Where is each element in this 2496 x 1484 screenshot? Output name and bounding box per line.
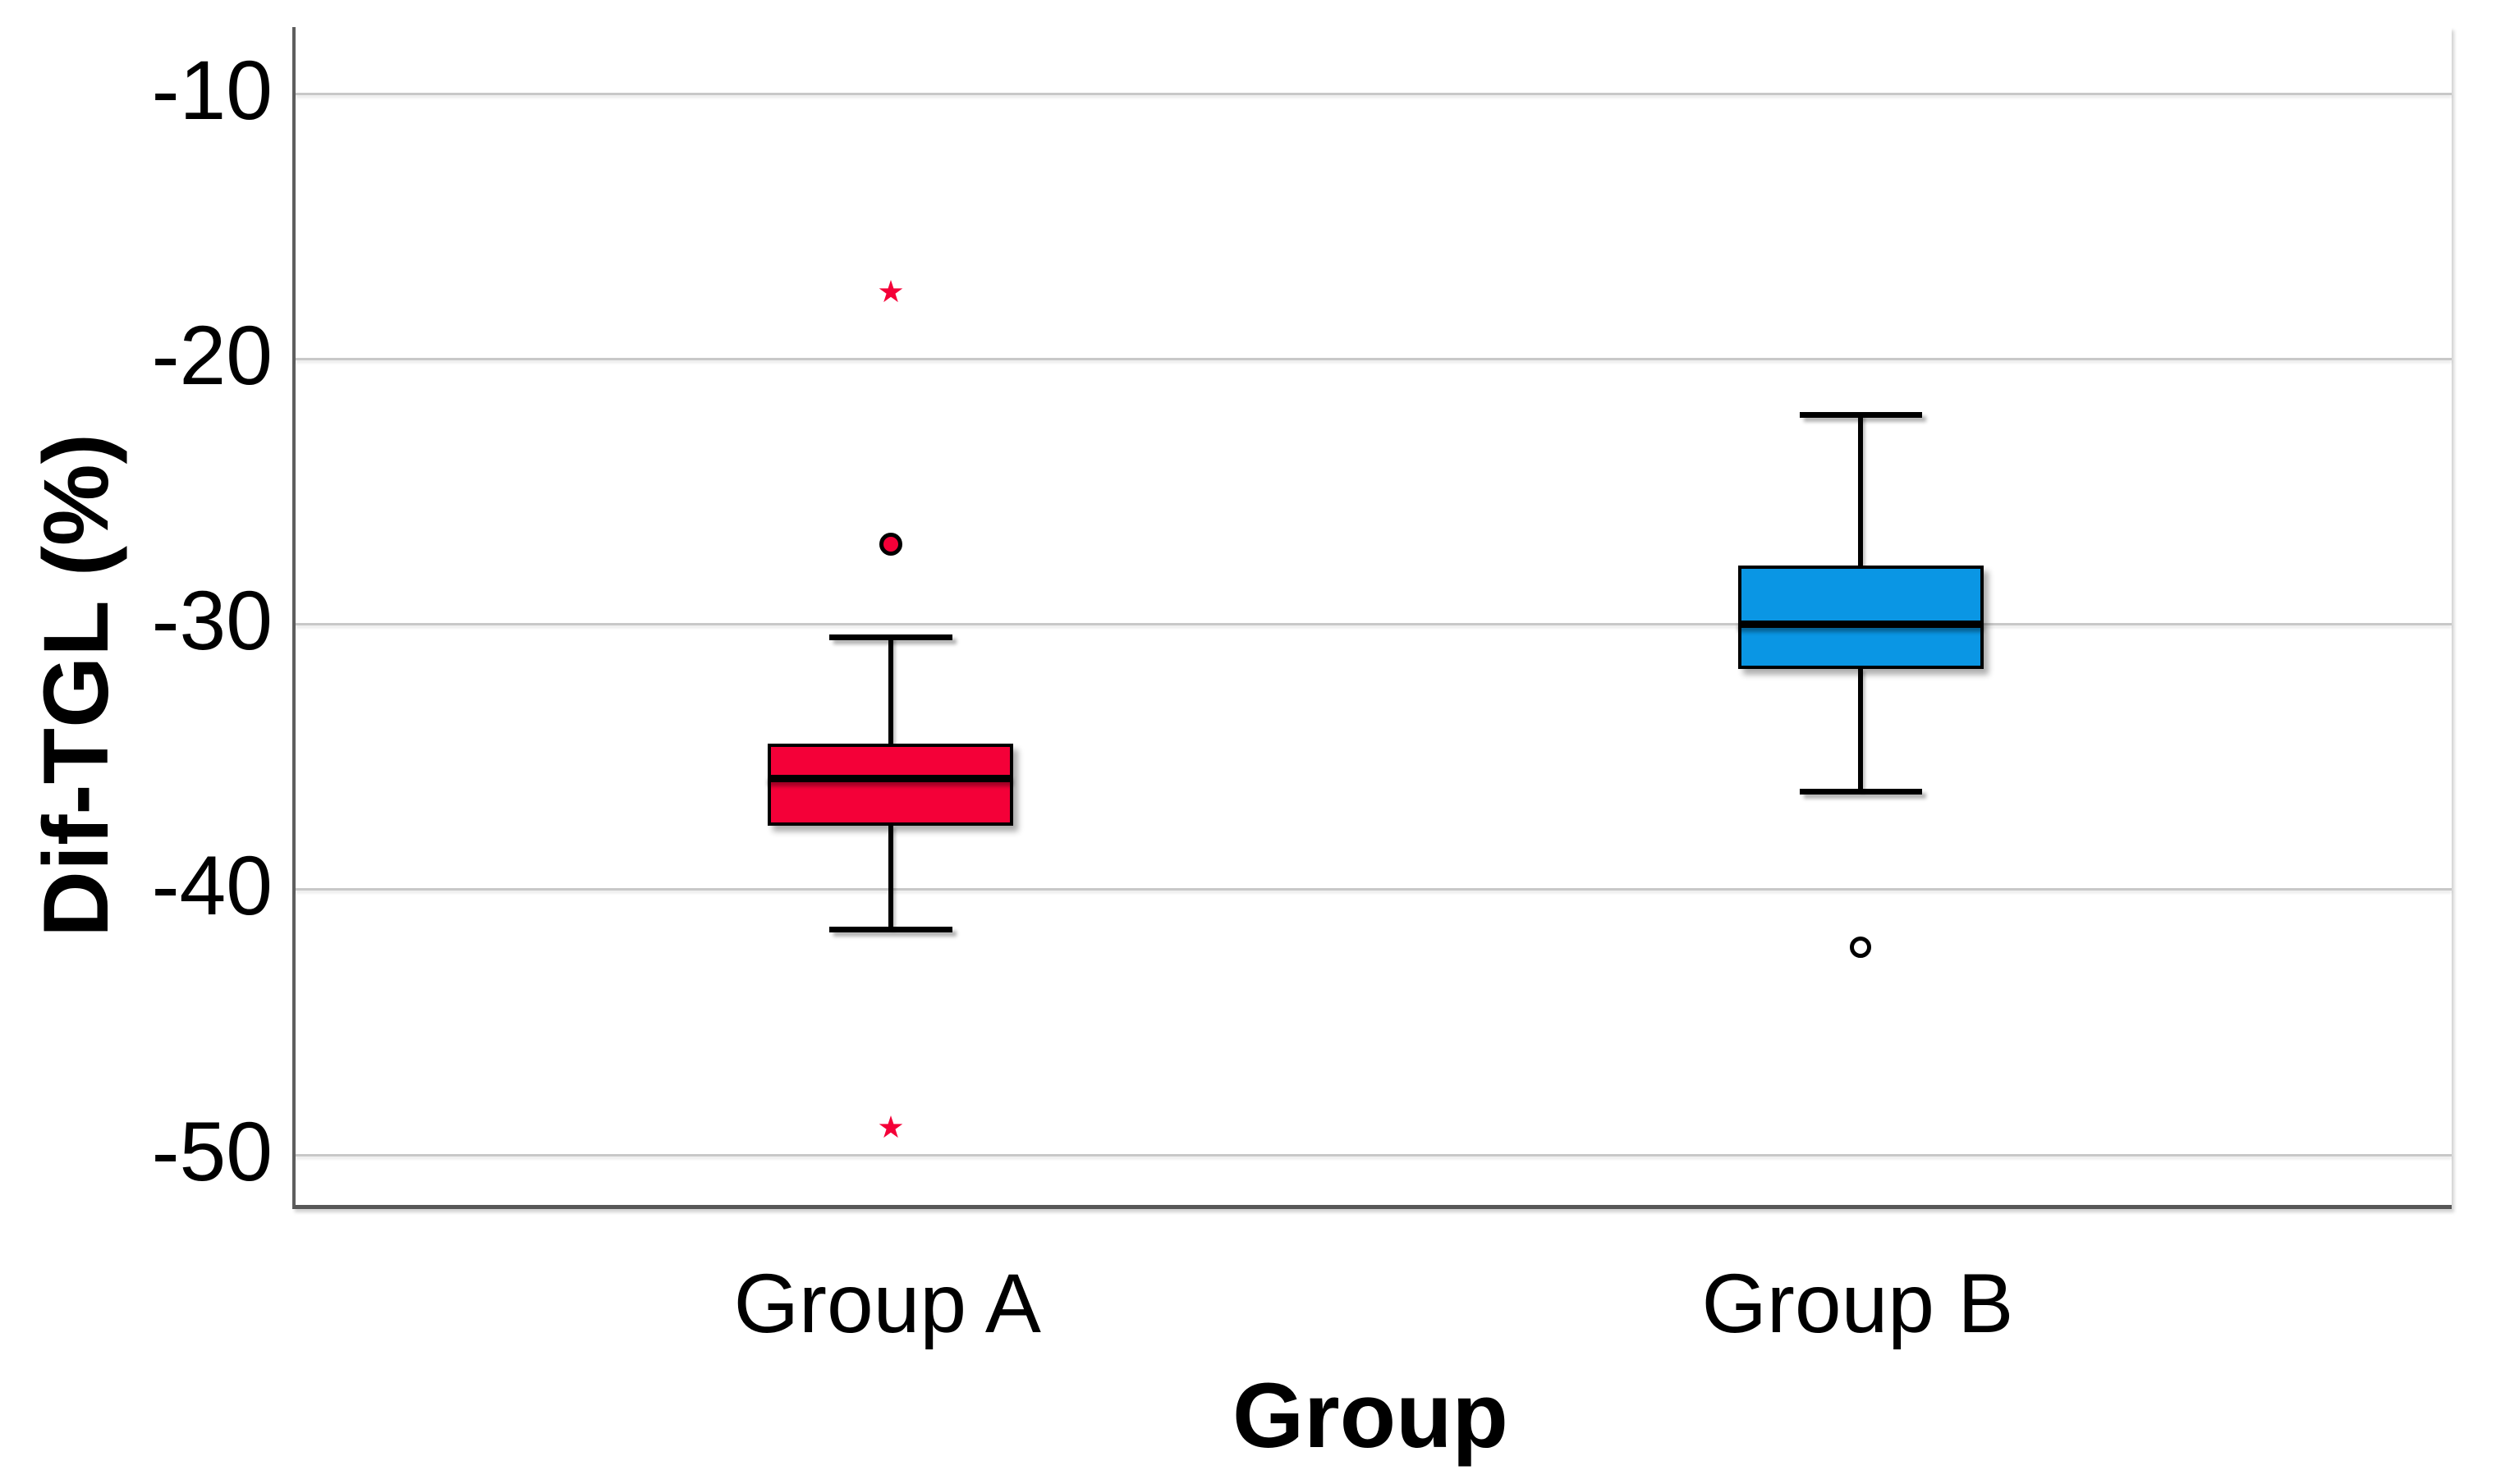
y-tick-label: -50 xyxy=(151,1104,273,1198)
y-gridline xyxy=(296,888,2452,891)
category-label: Group B xyxy=(1701,1257,2014,1350)
extreme-outlier-star-icon xyxy=(879,1115,903,1144)
y-gridline xyxy=(296,623,2452,626)
category-label: Group A xyxy=(733,1257,1041,1350)
lower-whisker-cap xyxy=(1799,788,1923,795)
plot-area xyxy=(292,27,2452,1209)
y-tick-label: -40 xyxy=(151,839,273,933)
lower-whisker-line xyxy=(888,825,893,929)
lower-whisker-cap xyxy=(828,926,952,932)
upper-whisker-line xyxy=(1858,414,1864,566)
mild-outlier-open-circle-icon xyxy=(1850,937,1872,959)
upper-whisker-cap xyxy=(828,634,952,641)
y-gridline xyxy=(296,357,2452,360)
median-line xyxy=(1737,621,1984,629)
upper-whisker-line xyxy=(888,637,893,744)
mild-outlier-filled-circle-icon xyxy=(879,533,902,556)
box-group-a xyxy=(768,743,1014,826)
extreme-outlier-star-icon xyxy=(879,280,903,309)
y-tick-label: -20 xyxy=(151,308,273,402)
y-tick-label: -30 xyxy=(151,574,273,668)
x-axis-title: Group xyxy=(1232,1364,1508,1467)
y-tick-label: -10 xyxy=(151,43,273,137)
y-gridline xyxy=(296,1153,2452,1157)
box-group-b xyxy=(1737,566,1984,670)
upper-whisker-cap xyxy=(1799,411,1923,418)
lower-whisker-line xyxy=(1858,669,1864,791)
y-gridline xyxy=(296,92,2452,95)
median-line xyxy=(768,774,1014,782)
